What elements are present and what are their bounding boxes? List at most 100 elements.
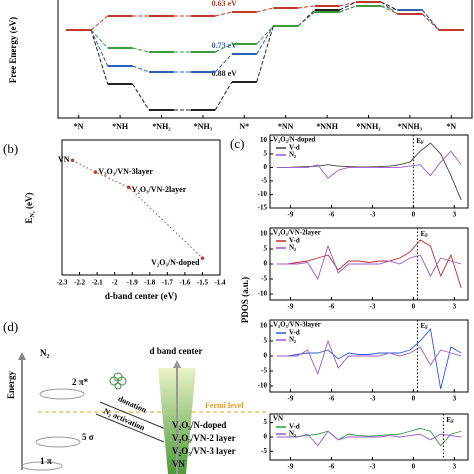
orbital-label: 5 σ xyxy=(82,432,94,442)
plot-frame xyxy=(61,139,221,276)
y-tick-label: 0 xyxy=(264,352,268,360)
plot-frame xyxy=(269,134,469,209)
x-tick-label: 0 xyxy=(412,463,416,471)
dos-line xyxy=(276,327,462,390)
x-tick-label: *N xyxy=(74,122,84,131)
panel-label: (d) xyxy=(3,319,18,334)
x-tick-label: -6 xyxy=(329,211,335,219)
y-axis-label: EN₂ (eV) xyxy=(24,193,36,224)
x-tick-label: -3 xyxy=(369,211,375,219)
fermi-label: EF xyxy=(420,322,428,332)
connector xyxy=(90,15,109,31)
y-label-main: E xyxy=(24,217,34,223)
connector xyxy=(256,25,274,55)
x-tick-label: 3 xyxy=(453,395,457,403)
panel-label: (b) xyxy=(3,141,18,156)
material-label: VN xyxy=(172,459,185,469)
d-band-label: d band center xyxy=(149,346,202,356)
x-tick-label: -1.9 xyxy=(127,279,139,287)
connector xyxy=(90,29,109,67)
connector xyxy=(214,53,233,73)
legend-label: V-d xyxy=(289,423,300,431)
panel-label: (c) xyxy=(230,136,244,151)
x-tick-label: *N xyxy=(446,122,456,131)
dos-line xyxy=(276,430,462,447)
point xyxy=(70,158,75,163)
panel-title: V₂O₃/N-doped xyxy=(273,136,315,144)
y-tick-label: 0 xyxy=(264,433,268,441)
connector xyxy=(90,29,109,49)
fermi-sub: F xyxy=(425,326,428,331)
dos-line xyxy=(276,239,462,289)
energy-label: Energy xyxy=(6,371,16,399)
activation-arrow xyxy=(95,413,165,443)
legend-label: N₂ xyxy=(289,430,296,438)
connector xyxy=(298,5,315,9)
y-tick-label: 10 xyxy=(260,230,268,238)
dos-line xyxy=(276,339,462,376)
panel-title: V₂O₃/VN-3layer xyxy=(273,321,321,329)
x-tick-label: -2.3 xyxy=(56,279,68,287)
fit-line xyxy=(72,159,203,259)
x-tick-label: *NNH₂ xyxy=(356,122,381,131)
x-tick-label: 3 xyxy=(453,463,457,471)
x-tick-label: -6 xyxy=(329,303,335,311)
diagram: (d) N₂ Energy 2 π* Fermi level 5 σ 1 π d… xyxy=(3,319,268,474)
annotation: 0.88 eV xyxy=(212,69,238,78)
material-label: V₂O₃/VN-2 layer xyxy=(172,433,236,443)
x-tick-label: *NNH xyxy=(316,122,339,131)
legend-label: N₂ xyxy=(289,336,296,344)
legend-label: V-d xyxy=(289,329,300,337)
panel-title: VN xyxy=(273,415,283,423)
connector xyxy=(132,83,150,111)
connector xyxy=(256,25,274,83)
connector xyxy=(380,1,398,11)
connector xyxy=(90,29,109,85)
x-tick-label: -1.8 xyxy=(144,279,156,287)
dos-line xyxy=(276,142,462,201)
center-arrowhead xyxy=(173,360,181,368)
fermi-label: EF xyxy=(446,416,454,426)
x-tick-label: N* xyxy=(239,122,249,131)
connector xyxy=(339,5,357,13)
y-tick-label: -5 xyxy=(261,367,267,375)
panel-title: V₂O₃/VN-2layer xyxy=(273,229,321,237)
energy-arrowhead xyxy=(18,352,26,360)
annotation: 0.63 eV xyxy=(212,0,238,8)
orbital xyxy=(21,461,63,471)
x-tick-label: *NN xyxy=(278,122,294,131)
x-tick-label: -3 xyxy=(369,463,375,471)
fermi-sub: F xyxy=(421,141,424,146)
fermi-main: E xyxy=(416,137,421,145)
connector xyxy=(256,7,274,13)
x-tick-label: *NH₃ xyxy=(194,122,213,131)
fermi-sub: F xyxy=(425,234,428,239)
orbital xyxy=(39,388,85,400)
y-tick-label: -5 xyxy=(261,177,267,185)
connector xyxy=(215,43,233,53)
x-tick-label: -6 xyxy=(329,463,335,471)
y-tick-label: 0 xyxy=(264,260,268,268)
connector xyxy=(339,1,357,11)
x-tick-label: 0 xyxy=(412,303,416,311)
x-tick-label: -9 xyxy=(288,211,294,219)
legend-label: V-d xyxy=(289,237,300,245)
fermi-main: E xyxy=(446,416,451,424)
y-tick-label: -10 xyxy=(258,382,268,390)
fermi-main: E xyxy=(420,230,425,238)
donation-arrow xyxy=(99,401,169,431)
point-label: V₂O₃/VN-3layer xyxy=(98,167,153,176)
x-tick-label: 0 xyxy=(412,395,416,403)
x-tick-label: -9 xyxy=(288,463,294,471)
dos-line xyxy=(276,150,462,179)
x-tick-label: -9 xyxy=(288,303,294,311)
y-tick-label: -5 xyxy=(261,275,267,283)
y-tick-label: 10 xyxy=(260,322,268,330)
point-label: VN xyxy=(58,155,70,164)
connector xyxy=(380,1,398,15)
dos-line xyxy=(276,427,462,447)
x-tick-label: -1.4 xyxy=(214,279,226,287)
connector xyxy=(380,5,398,15)
plot-frame xyxy=(57,0,473,119)
y-tick-label: -10 xyxy=(258,190,268,198)
